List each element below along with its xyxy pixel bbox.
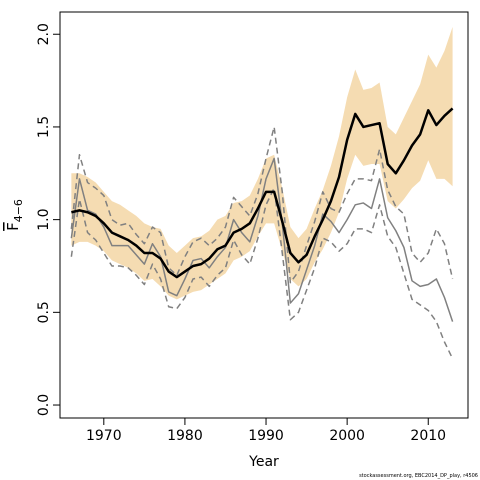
y-tick-label: 2.0 bbox=[36, 23, 52, 45]
x-axis-label: Year bbox=[248, 454, 279, 470]
y-axis-label-main: F bbox=[4, 222, 22, 231]
y-axis-label: F4−6 bbox=[4, 199, 25, 231]
footnote: stockassessment.org, EBC2014_DP_play, r4… bbox=[359, 473, 478, 479]
x-tick-label: 1970 bbox=[86, 428, 122, 444]
series-line bbox=[70, 187, 454, 360]
y-tick-label: 0.0 bbox=[36, 394, 52, 416]
x-tick-label: 2010 bbox=[410, 428, 446, 444]
x-tick-label: 1990 bbox=[248, 428, 284, 444]
series-line bbox=[71, 107, 454, 279]
y-tick-label: 0.5 bbox=[36, 301, 52, 323]
x-tick-label: 2000 bbox=[329, 428, 365, 444]
y-tick-label: 1.5 bbox=[36, 116, 52, 138]
confidence-band bbox=[71, 26, 453, 300]
y-tick-label: 1.0 bbox=[36, 209, 52, 231]
plot-frame bbox=[59, 11, 469, 419]
x-tick-label: 1980 bbox=[167, 428, 203, 444]
y-axis-label-sub: 4−6 bbox=[12, 199, 25, 222]
series-line bbox=[70, 126, 454, 284]
